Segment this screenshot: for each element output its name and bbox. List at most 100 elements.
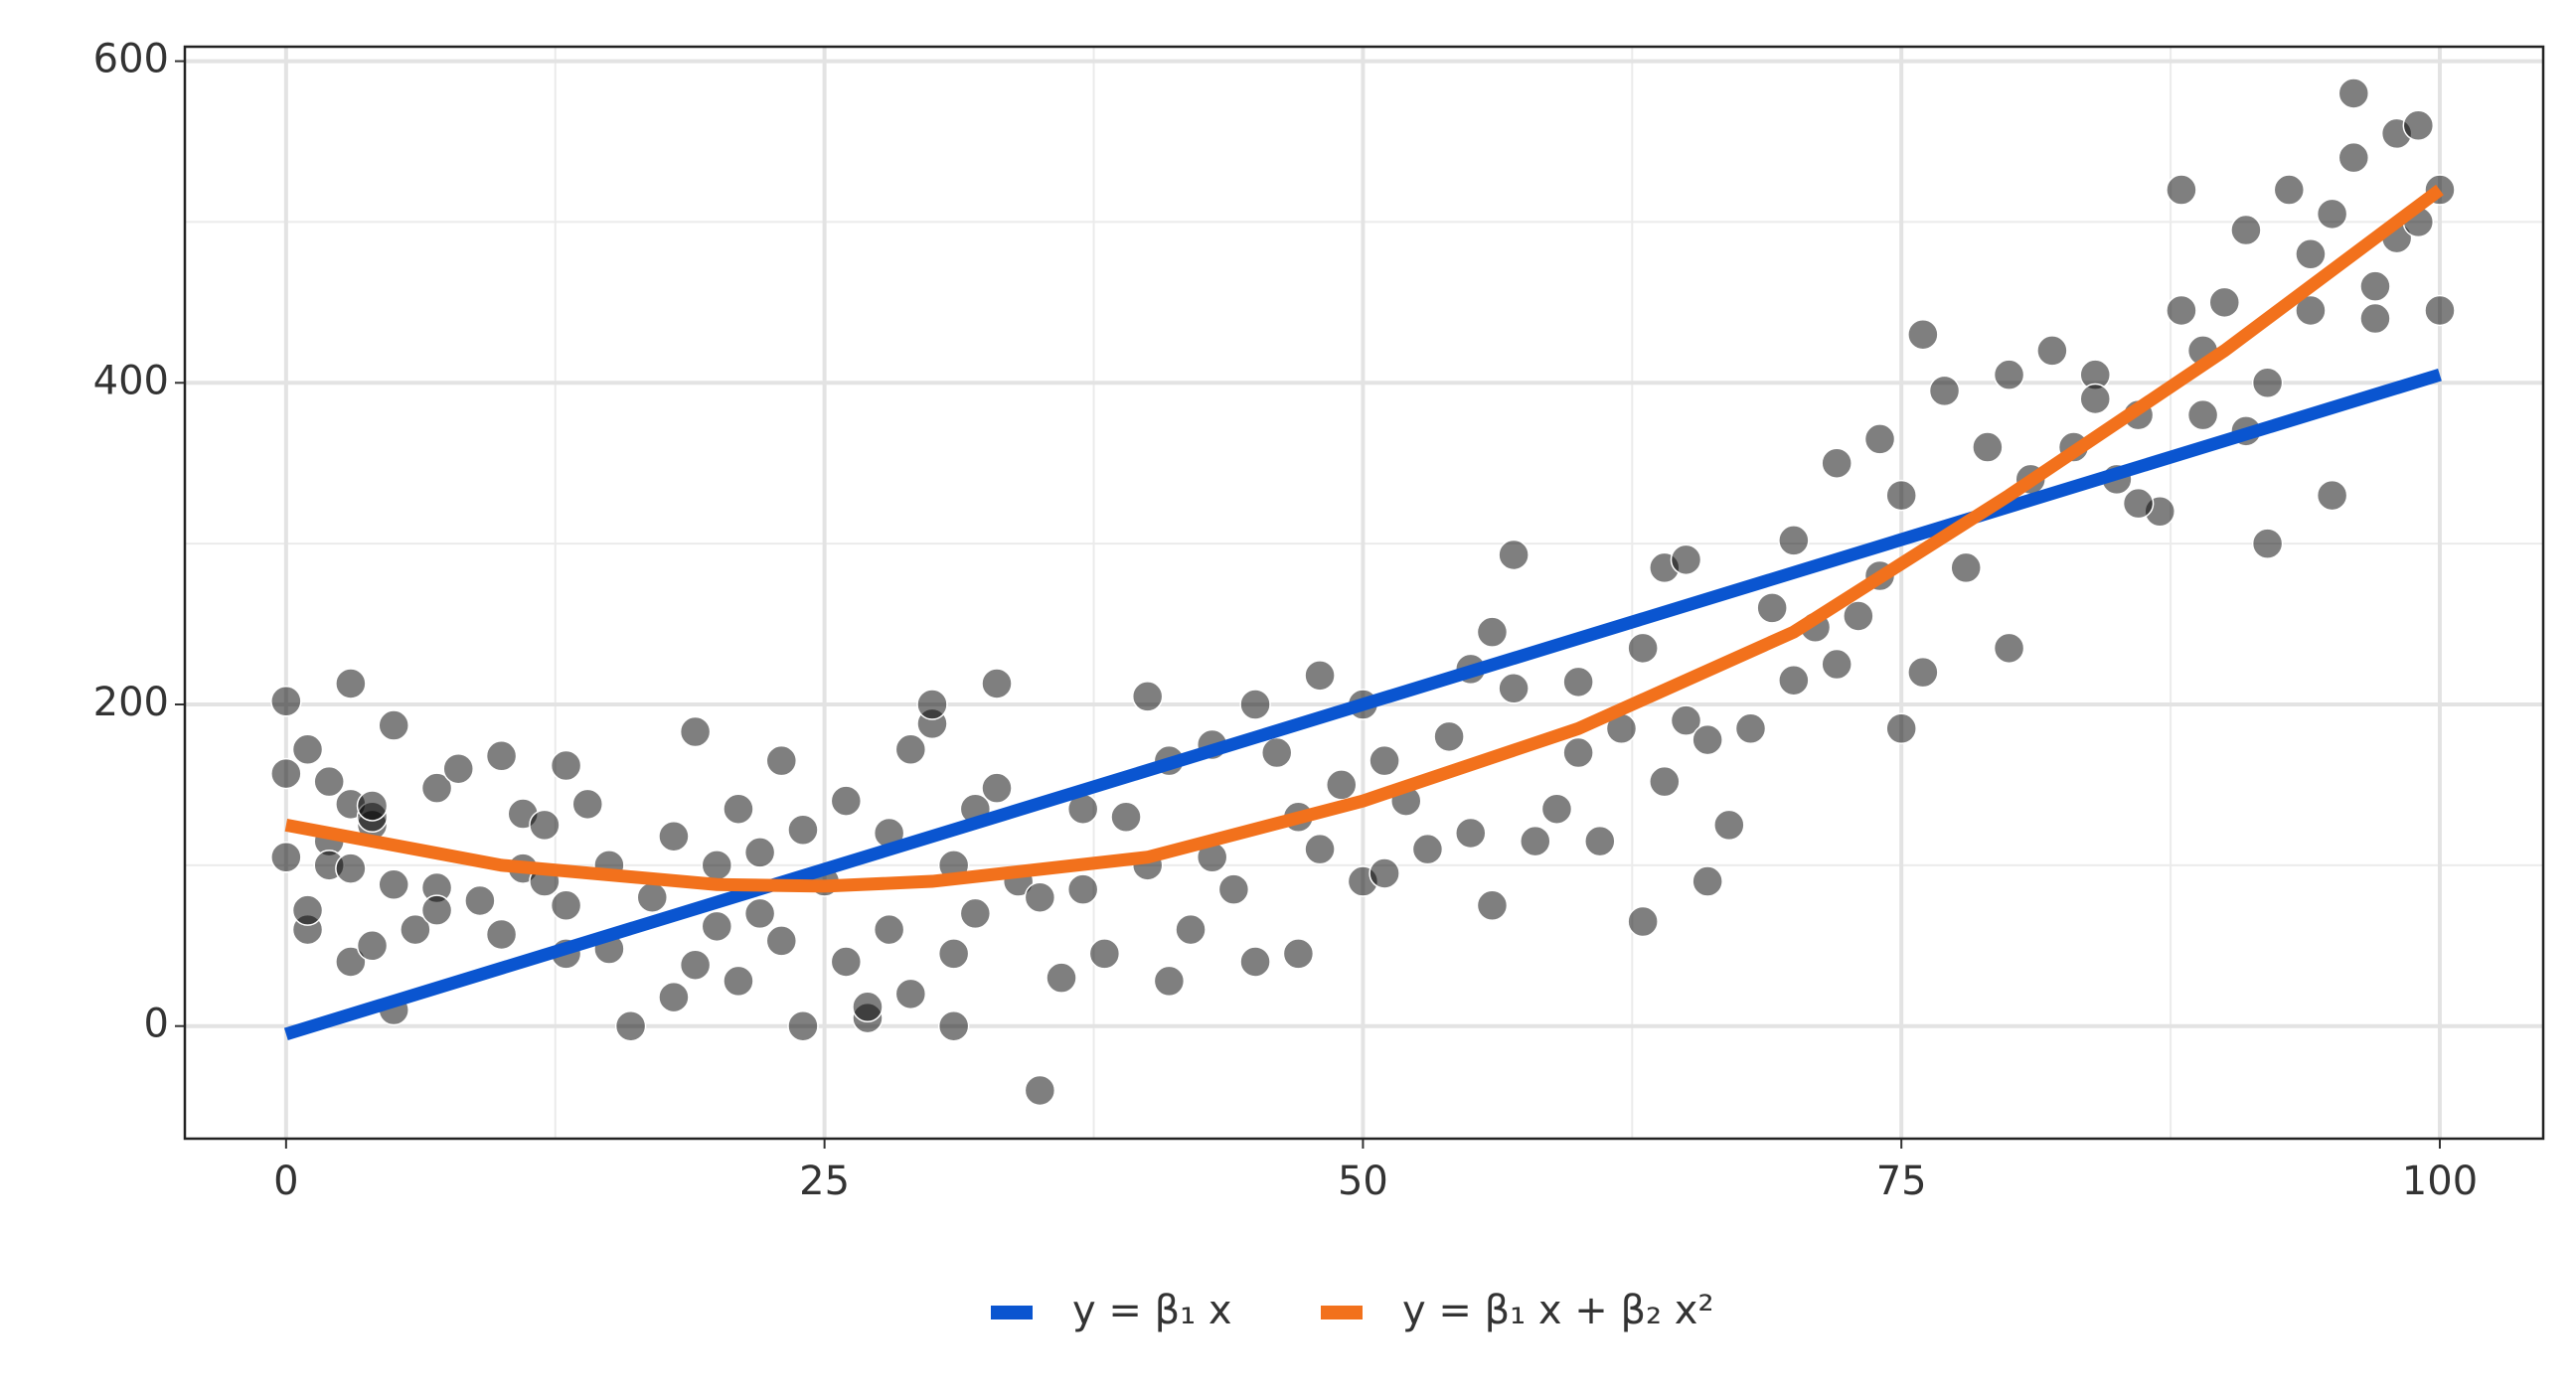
- point: [679, 715, 712, 748]
- point: [1843, 600, 1874, 632]
- x-tick-label: 50: [1338, 1159, 1388, 1204]
- point: [270, 686, 302, 717]
- point: [356, 930, 389, 962]
- point: [420, 772, 453, 804]
- point: [550, 749, 582, 782]
- point: [1756, 592, 1788, 624]
- point: [1024, 881, 1056, 913]
- point: [1950, 551, 1982, 584]
- point: [1153, 965, 1186, 998]
- point: [2359, 302, 2391, 335]
- y-tick-label: 200: [93, 680, 169, 725]
- point: [1175, 913, 1207, 946]
- point: [529, 809, 561, 842]
- point: [2166, 174, 2197, 206]
- point: [2122, 487, 2155, 520]
- point: [1907, 318, 1939, 351]
- point: [1778, 664, 1810, 697]
- point: [937, 938, 970, 970]
- point: [2036, 335, 2068, 367]
- point: [2079, 383, 2111, 415]
- point: [1863, 423, 1896, 455]
- point: [2337, 78, 2370, 109]
- point: [787, 1009, 819, 1042]
- point: [1304, 660, 1336, 692]
- point: [291, 894, 324, 926]
- point: [1885, 479, 1917, 512]
- point: [1046, 962, 1077, 994]
- point: [1304, 833, 1336, 865]
- point: [420, 894, 453, 926]
- point: [1713, 809, 1745, 842]
- point: [2316, 198, 2348, 231]
- point: [2295, 294, 2327, 327]
- y-tick-label: 0: [144, 1002, 169, 1047]
- point: [1993, 632, 2025, 665]
- point: [1627, 632, 1659, 665]
- point: [1627, 905, 1659, 938]
- point: [1282, 938, 1315, 970]
- point: [1562, 666, 1594, 698]
- point: [743, 897, 776, 930]
- point: [1455, 817, 1487, 850]
- point: [1584, 825, 1616, 857]
- point: [2295, 238, 2327, 270]
- point: [1670, 543, 1702, 576]
- point: [765, 744, 798, 777]
- panel-border: [183, 45, 2545, 1141]
- point: [1498, 673, 1530, 704]
- point: [873, 913, 905, 946]
- legend-swatch: [991, 1306, 1033, 1319]
- point: [1670, 704, 1702, 736]
- point: [1691, 865, 1723, 897]
- point: [959, 897, 992, 930]
- legend-label: y = β₁ x + β₂ x²: [1402, 1288, 1714, 1333]
- point: [2186, 398, 2219, 431]
- point: [894, 978, 927, 1010]
- point: [981, 772, 1013, 804]
- legend-swatch: [1321, 1306, 1363, 1319]
- point: [658, 981, 690, 1013]
- point: [1907, 656, 1939, 689]
- point: [400, 913, 431, 946]
- point: [2208, 286, 2241, 319]
- x-tick-label: 75: [1876, 1159, 1927, 1204]
- point: [1821, 648, 1852, 681]
- point: [1368, 857, 1400, 889]
- point: [356, 790, 389, 822]
- point: [2402, 109, 2435, 142]
- point: [1691, 723, 1723, 756]
- point: [1520, 825, 1551, 857]
- point: [1411, 833, 1444, 865]
- point: [723, 965, 754, 998]
- point: [1885, 712, 1917, 745]
- point: [1368, 744, 1400, 777]
- point: [1498, 539, 1530, 571]
- point: [2316, 479, 2348, 512]
- point: [1562, 736, 1594, 769]
- point: [723, 793, 754, 825]
- point: [787, 814, 819, 846]
- point: [335, 852, 367, 884]
- y-tick-label: 600: [93, 37, 169, 82]
- point: [1239, 946, 1271, 978]
- point: [743, 837, 776, 868]
- point: [1110, 801, 1142, 834]
- point: [701, 910, 733, 943]
- point: [464, 884, 496, 917]
- point: [1066, 873, 1099, 905]
- point: [830, 785, 863, 817]
- point: [1131, 681, 1164, 712]
- point: [937, 1009, 970, 1042]
- legend-label: y = β₁ x: [1072, 1288, 1232, 1333]
- point: [1993, 359, 2025, 390]
- point: [2273, 174, 2306, 206]
- point: [1649, 765, 1681, 798]
- point: [614, 1009, 647, 1042]
- point: [765, 925, 798, 957]
- point: [1433, 720, 1465, 753]
- point: [2166, 294, 2197, 327]
- fit-line: [283, 368, 2442, 1041]
- point: [1325, 769, 1358, 801]
